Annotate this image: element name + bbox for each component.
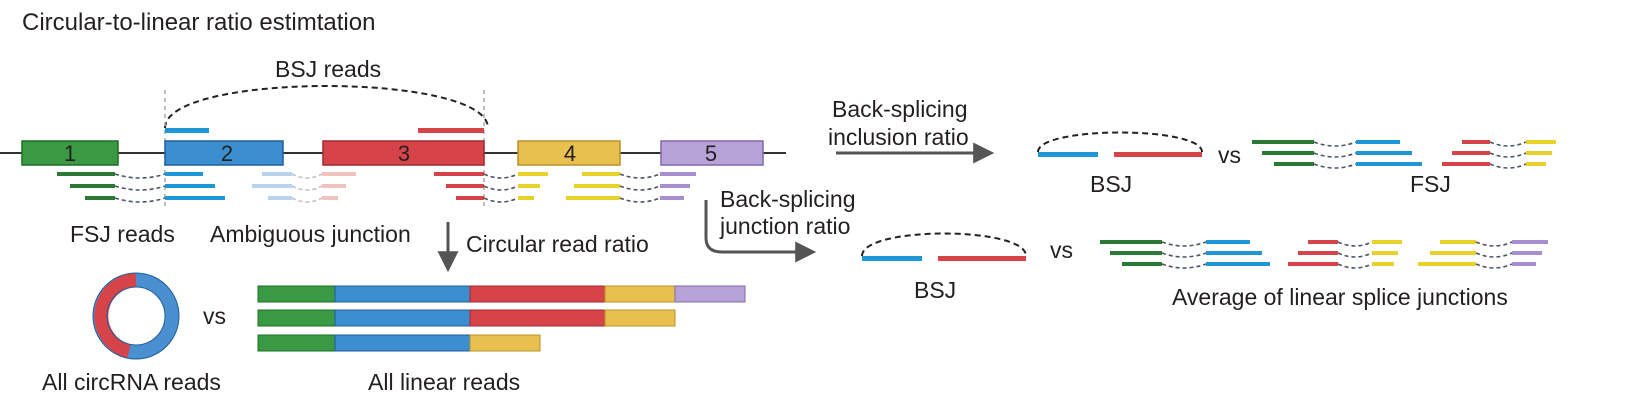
bsj-top-arc (1037, 131, 1203, 153)
title: Circular-to-linear ratio estimtation (22, 9, 375, 36)
linear-junction-group-3 (1418, 240, 1548, 269)
bsj-mid-arc (861, 232, 1027, 257)
exon-1: 1 (21, 140, 119, 166)
fsj-group-top-left (1252, 140, 1422, 169)
bsj-top-label: BSJ (1090, 171, 1132, 197)
junction-arrow (704, 200, 817, 263)
bsj-read-red (418, 128, 484, 133)
fsj-label: FSJ (1410, 171, 1451, 197)
all-circrna-label: All circRNA reads (42, 369, 221, 395)
bsj-top-blue (1038, 152, 1098, 157)
junction-label-line2: junction ratio (719, 213, 850, 239)
exon-1-label: 1 (64, 141, 76, 166)
vs-bottom: vs (203, 303, 226, 329)
bsj-reads-label: BSJ reads (275, 56, 381, 82)
linear-junction-group-2 (1288, 240, 1402, 269)
exon-4-label: 4 (564, 141, 576, 166)
fsj-reads-label: FSJ reads (70, 221, 175, 247)
exon-4: 4 (517, 140, 621, 166)
fsj-reads-4-5 (566, 172, 696, 203)
circrna-ring (92, 272, 180, 360)
vs-top: vs (1218, 142, 1241, 168)
fsj-reads-1-2 (57, 172, 225, 203)
exon-5: 5 (660, 140, 764, 166)
fsj-group-top-right (1442, 140, 1556, 169)
linear-read-1 (257, 285, 746, 303)
bsj-top-red (1114, 152, 1202, 157)
linear-read-2 (257, 309, 676, 327)
fsj-reads-3-4 (434, 172, 548, 203)
exon-2-label: 2 (221, 141, 233, 166)
inclusion-label-line1: Back-splicing (832, 96, 968, 122)
avg-linear-label: Average of linear splice junctions (1172, 284, 1508, 310)
bsj-read-blue (165, 128, 209, 133)
inclusion-label-line2: inclusion ratio (828, 124, 969, 150)
bsj-mid-red (938, 256, 1026, 261)
bsj-arc (164, 85, 489, 129)
bsj-mid-blue (862, 256, 922, 261)
ambiguous-junction-label: Ambiguous junction (210, 221, 411, 247)
ambiguous-reads (252, 172, 356, 203)
bsj-mid-label: BSJ (914, 277, 956, 303)
circular-ratio-label: Circular read ratio (466, 231, 649, 257)
exon-3-label: 3 (398, 141, 410, 166)
linear-read-3 (257, 334, 541, 352)
all-linear-label: All linear reads (368, 369, 520, 395)
exon-2: 2 (164, 140, 284, 166)
linear-junction-group-1 (1100, 240, 1270, 269)
junction-label-line1: Back-splicing (720, 186, 856, 212)
exon-3: 3 (322, 140, 485, 166)
exon-5-label: 5 (705, 141, 717, 166)
vs-mid: vs (1050, 237, 1073, 263)
